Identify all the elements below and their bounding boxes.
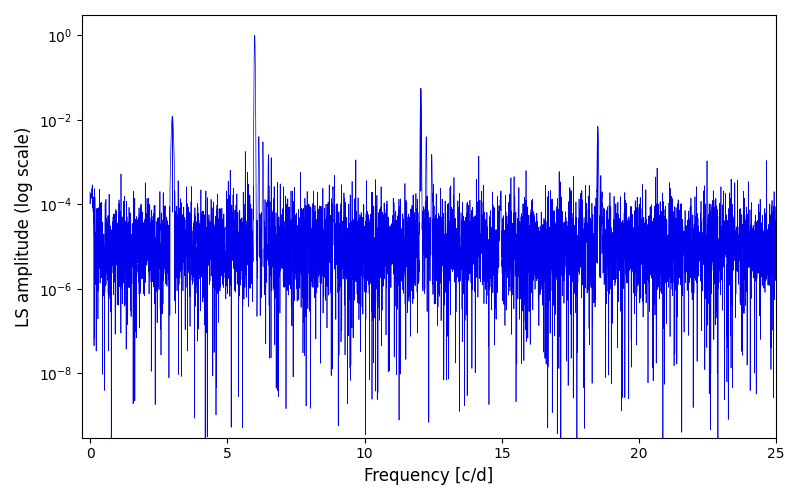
Y-axis label: LS amplitude (log scale): LS amplitude (log scale) — [15, 126, 33, 326]
X-axis label: Frequency [c/d]: Frequency [c/d] — [364, 467, 494, 485]
